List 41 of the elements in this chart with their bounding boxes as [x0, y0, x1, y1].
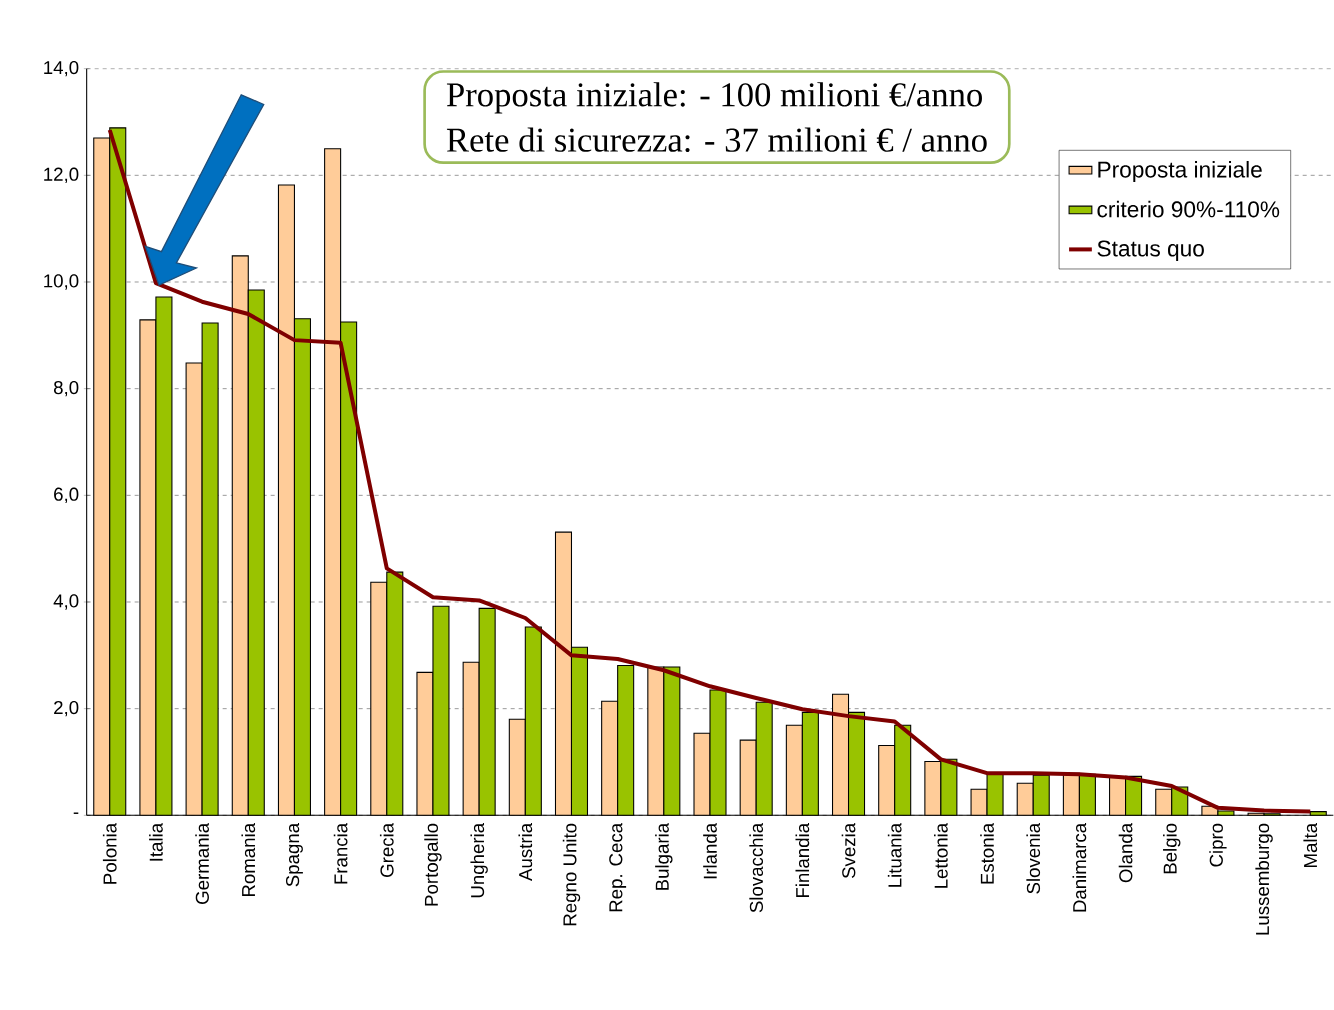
x-tick-label: Francia: [333, 822, 348, 884]
x-tick-label: Lettonia: [934, 822, 948, 888]
y-tick-label: 2,0: [54, 700, 79, 717]
y-tick-label: 12,0: [44, 167, 79, 184]
x-tick-label: Cipro: [1209, 823, 1227, 867]
x-tick-label: Spagna: [285, 822, 303, 887]
x-tick-label: Bulgaria: [655, 822, 673, 890]
x-tick-label: Austria: [518, 822, 533, 881]
legend-label: Status quo: [1097, 240, 1204, 262]
x-tick-label: Romania: [241, 822, 256, 897]
x-tick-label: Finlandia: [795, 822, 810, 898]
x-tick-label: Svezia: [841, 822, 856, 879]
x-tick-label: Rep. Ceca: [609, 822, 627, 912]
x-tick-label: Regno Unito: [562, 823, 581, 926]
y-tick-label: 6,0: [54, 487, 79, 504]
annotation: Rete di sicurezza: - 37 milioni € / anno: [446, 127, 987, 153]
x-tick-label: Danimarca: [1072, 822, 1087, 912]
x-tick-label: Irlanda: [703, 822, 717, 879]
y-tick-label: 8,0: [53, 380, 79, 397]
x-tick-label: Ungheria: [470, 822, 488, 898]
x-tick-label: Estonia: [980, 822, 994, 884]
x-tick-label: Italia: [149, 822, 163, 861]
legend-label: Proposta iniziale: [1098, 160, 1262, 183]
y-tick-label: 14,0: [44, 60, 79, 77]
x-tick-label: Olanda: [1118, 822, 1133, 883]
x-tick-label: Germania: [195, 822, 209, 904]
legend-label: criterio 90%-110%: [1097, 200, 1280, 218]
y-tick-label: 4,0: [53, 594, 79, 610]
x-tick-label: Lussemburgo: [1255, 823, 1273, 935]
line-series: [107, 127, 1313, 814]
x-tick-label: Belgio: [1163, 823, 1181, 874]
x-tick-label: Slovenia: [1026, 822, 1041, 894]
x-tick-label: Lituania: [887, 822, 902, 887]
y-tick-label: 10,0: [44, 274, 79, 290]
x-tick-label: Polonia: [102, 822, 117, 884]
annotation: Proposta iniziale: - 100 milioni €/anno: [446, 82, 982, 114]
x-tick-label: Grecia: [379, 822, 394, 877]
x-tick-label: Malta: [1303, 822, 1318, 868]
x-tick-label: Slovacchia: [749, 822, 764, 913]
x-tick-label: Portogallo: [424, 823, 442, 906]
y-tick-label: -: [73, 812, 79, 814]
